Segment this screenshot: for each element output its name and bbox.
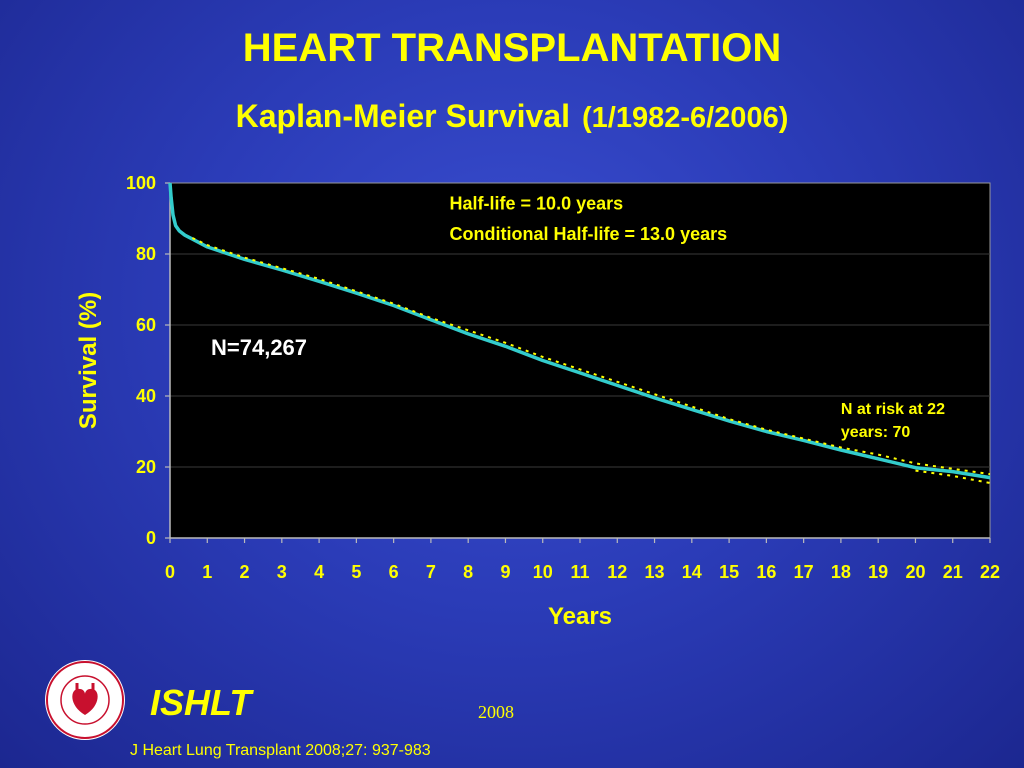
x-tick-label: 18 — [831, 562, 851, 582]
x-tick-label: 9 — [500, 562, 510, 582]
y-axis-title: Survival (%) — [75, 292, 102, 429]
y-tick-label: 20 — [136, 457, 156, 477]
x-tick-label: 20 — [905, 562, 925, 582]
annotation-n-at-risk-1: N at risk at 22 — [841, 401, 945, 418]
x-tick-label: 22 — [980, 562, 1000, 582]
ishlt-seal-icon — [45, 660, 125, 740]
y-tick-label: 40 — [136, 386, 156, 406]
x-tick-label: 16 — [756, 562, 776, 582]
plot-area — [169, 182, 991, 539]
annotation-n-at-risk-2: years: 70 — [841, 424, 910, 441]
slide-year: 2008 — [478, 702, 514, 722]
x-tick-label: 10 — [533, 562, 553, 582]
brand-name: ISHLT — [150, 682, 252, 723]
confidence-band-line — [191, 237, 991, 476]
x-tick-label: 11 — [570, 562, 589, 582]
x-tick-label: 15 — [719, 562, 739, 582]
citation: J Heart Lung Transplant 2008;27: 937-983 — [130, 742, 431, 759]
x-tick-label: 8 — [463, 562, 473, 582]
annotation-n-total: N=74,267 — [211, 335, 307, 360]
x-tick-label: 21 — [943, 562, 963, 582]
x-tick-label: 13 — [645, 562, 665, 582]
x-tick-label: 0 — [165, 562, 175, 582]
x-tick-label: 1 — [202, 562, 212, 582]
annotation-conditional-half-life: Conditional Half-life = 13.0 years — [450, 224, 728, 244]
x-tick-label: 7 — [426, 562, 436, 582]
x-tick-label: 2 — [240, 562, 250, 582]
x-axis-title: Years — [548, 603, 612, 630]
x-tick-label: 14 — [682, 562, 702, 582]
slide-title: HEART TRANSPLANTATION — [242, 26, 782, 70]
annotation-half-life: Half-life = 10.0 years — [450, 194, 624, 214]
slide-subtitle: Kaplan-Meier Survival (1/1982-6/2006) — [0, 98, 1024, 135]
x-tick-label: 4 — [314, 562, 324, 582]
x-tick-label: 17 — [794, 562, 814, 582]
x-tick-label: 12 — [607, 562, 627, 582]
y-tick-label: 80 — [136, 244, 156, 264]
x-tick-label: 6 — [389, 562, 399, 582]
subtitle-text: Kaplan-Meier Survival — [235, 98, 570, 134]
y-tick-label: 100 — [126, 173, 156, 193]
x-tick-label: 3 — [277, 562, 287, 582]
y-tick-label: 60 — [136, 315, 156, 335]
x-tick-label: 5 — [351, 562, 361, 582]
y-tick-label: 0 — [146, 528, 156, 548]
subtitle-date-range: (1/1982-6/2006) — [581, 102, 789, 134]
survival-curve — [168, 182, 991, 480]
x-tick-label: 19 — [868, 562, 888, 582]
